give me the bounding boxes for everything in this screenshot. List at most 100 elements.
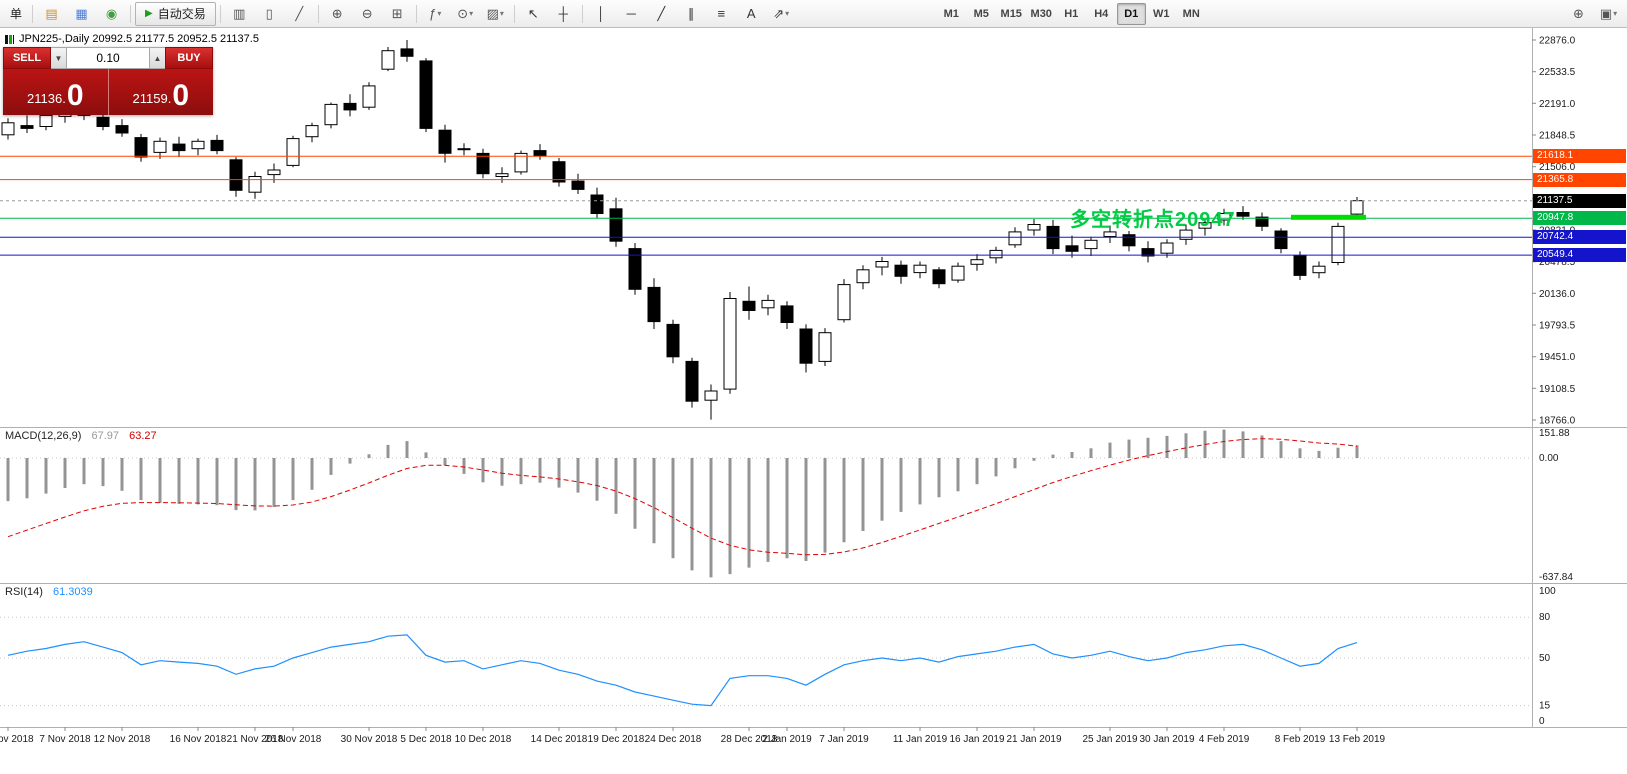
menu-button[interactable]: 单 [10,6,23,21]
time-tick-label: 2 Jan 2019 [762,734,812,745]
chart-window-button[interactable]: ▦ [67,2,96,26]
text-button[interactable]: A [737,2,766,26]
price-label-21365.8: 21365.8 [1533,173,1626,187]
bull-candle [495,173,509,177]
timeframe-w1-button[interactable]: W1 [1152,7,1170,20]
bear-candle [799,328,813,364]
new-order-button[interactable]: ▤ [37,2,66,26]
rsi-line [7,634,1358,707]
timeframe-h4-button[interactable]: H4 [1094,7,1109,20]
trade-panel-prices: 21136. 0 21159. 0 [3,69,213,115]
tile-windows-button[interactable]: ⊞ [383,2,412,26]
periods-icon: ⊙ [457,5,469,21]
time-tick-label: 19 Dec 2018 [588,734,645,745]
price-tick-label: 22191.0 [1539,99,1576,110]
buy-button[interactable]: BUY [165,47,213,69]
cursor-icon: ↖ [527,5,539,21]
timeframe-m5-button[interactable]: M5 [973,7,989,20]
chart-region: 22876.022533.522191.021848.521506.021163… [0,28,1627,774]
rsi-value: 61.3039 [52,586,93,598]
zoom-in-button[interactable]: ⊕ [323,2,352,26]
bull-candle [381,50,395,70]
candlestick-chart-type-button[interactable]: ▯ [255,2,284,26]
turning-point-level-segment[interactable] [1291,214,1366,220]
chart-canvas[interactable]: 22876.022533.522191.021848.521506.021163… [0,28,1627,774]
equidistant-channel-button[interactable]: ∥ [677,2,706,26]
autotrading-button[interactable]: ▶ 自动交易 [135,1,216,26]
bid-price-point: . [62,91,66,106]
time-tick-label: 14 Dec 2018 [531,734,588,745]
bear-candle [666,323,680,358]
bear-candle [115,125,129,134]
chart-window-icon: ▦ [75,5,88,21]
price-pane [0,40,1532,420]
cursor-button[interactable]: ↖ [519,2,548,26]
bar-chart-type-button[interactable]: ▥ [225,2,254,26]
sell-button[interactable]: SELL [3,47,51,69]
bid-price-main: 21136 [27,91,63,106]
timeframe-m15-button[interactable]: M15 [1000,7,1022,20]
one-click-trading-panel: SELL ▼ ▲ BUY 21136.0 21159.0 [3,47,213,115]
bear-candle [647,286,661,323]
volume-decrease-button[interactable]: ▼ [51,47,66,69]
bull-candle [1198,222,1212,229]
rsi-tick-label: 0 [1539,716,1545,727]
timeframe-m30-button[interactable]: M30 [1030,7,1052,20]
bear-candle [210,139,224,152]
time-tick-label: 16 Nov 2018 [170,734,227,745]
vertical-line-button[interactable]: │ [587,2,616,26]
macd-tick-label: 151.88 [1539,428,1570,439]
volume-input[interactable] [66,47,150,69]
bear-candle [609,208,623,242]
bull-candle [153,140,167,153]
time-tick-label: 13 Feb 2019 [1329,734,1386,745]
macd-signal-value: 63.27 [129,430,157,442]
bear-candle [742,300,756,311]
periods-button[interactable]: ⊙ ▾ [451,2,480,26]
autotrading-label: 自动交易 [157,7,206,21]
turning-point-annotation[interactable]: 多空转折点20947 [1070,209,1236,231]
price-tick-label: 22533.5 [1539,67,1576,78]
trendline-button[interactable]: ╱ [647,2,676,26]
toolbar-separator [513,4,515,23]
zoom-out-button[interactable]: ⊖ [353,2,382,26]
market-watch-button[interactable]: ◉ [97,2,126,26]
indicators-button[interactable]: ƒ ▾ [421,2,450,26]
timeframe-h1-button[interactable]: H1 [1064,7,1079,20]
timeframe-m1-button[interactable]: M1 [943,7,959,20]
dropdown-caret-icon: ▾ [469,9,474,18]
arrows-button[interactable]: ⇗ ▾ [767,2,796,26]
horizontal-line-button[interactable]: ─ [617,2,646,26]
bear-candle [552,161,566,183]
line-chart-type-button[interactable]: ╱ [285,2,314,26]
time-tick-label: 28 Dec 2018 [721,734,778,745]
macd-signal-line [7,438,1358,556]
market-watch-icon: ◉ [105,5,118,21]
toolbar-separator [219,4,221,23]
bull-candle [723,298,737,390]
crosshair-button[interactable]: ┼ [549,2,578,26]
fibonacci-button[interactable]: ≡ [707,2,736,26]
timeframe-buttons: M1 M5 M15 M30 H1 H4 D1 W1 MN [937,2,1206,25]
zoom-chart-button[interactable]: ⊕ [1564,2,1593,26]
macd-pane [0,429,1532,578]
equidistant-channel-icon: ∥ [687,5,695,21]
chart-windows-button[interactable]: ▣ ▾ [1594,2,1623,26]
ask-price-display[interactable]: 21159. 0 [108,69,213,115]
tile-windows-icon: ⊞ [391,5,403,21]
timeframe-mn-button[interactable]: MN [1182,7,1200,20]
autotrading-play-icon: ▶ [145,8,153,19]
timeframe-d1-button[interactable]: D1 [1116,2,1146,25]
dropdown-caret-icon: ▾ [1613,9,1618,18]
trendline-icon: ╱ [657,5,666,21]
dropdown-caret-icon: ▾ [499,9,504,18]
volume-increase-button[interactable]: ▲ [150,47,165,69]
bull-candle [1160,242,1174,254]
dropdown-caret-icon: ▾ [437,9,442,18]
bid-price-display[interactable]: 21136. 0 [3,69,109,115]
templates-button[interactable]: ▨ ▾ [481,2,510,26]
time-tick-label: 16 Jan 2019 [949,734,1004,745]
bull-candle [305,125,319,138]
ask-price-point: . [167,91,172,106]
